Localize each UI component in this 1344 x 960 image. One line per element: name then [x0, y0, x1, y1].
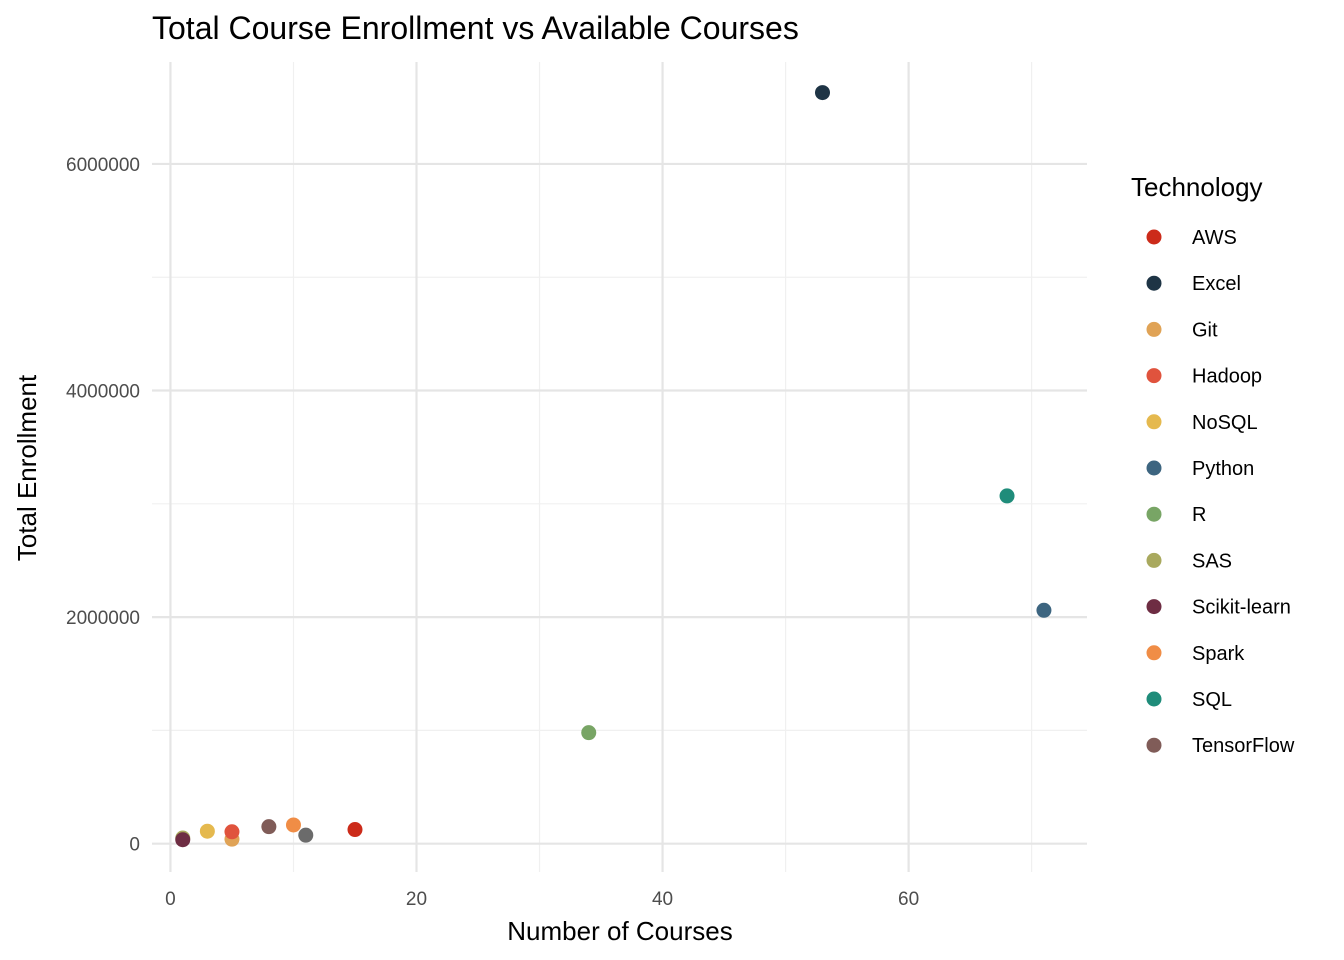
- x-axis-ticks: 0 20 40 60: [165, 889, 919, 910]
- legend-key-sql: [1146, 691, 1162, 707]
- x-tick-label: 60: [898, 889, 919, 910]
- data-point-scikit-learn: [175, 832, 191, 848]
- legend-key-hadoop: [1146, 368, 1162, 384]
- legend-label-scikit-learn: Scikit-learn: [1192, 597, 1291, 619]
- legend-key-r: [1146, 506, 1162, 522]
- y-tick-label: 6000000: [66, 155, 140, 176]
- data-point-hadoop: [224, 824, 240, 840]
- legend-key-python: [1146, 460, 1162, 476]
- x-tick-label: 0: [165, 889, 176, 910]
- legend-label-git: Git: [1192, 319, 1218, 341]
- legend-label-tensorflow: TensorFlow: [1192, 735, 1295, 757]
- legend-label-sas: SAS: [1192, 550, 1232, 572]
- y-tick-label: 2000000: [66, 608, 140, 629]
- legend-label-python: Python: [1192, 458, 1254, 480]
- legend-key-sas: [1146, 552, 1162, 568]
- data-point-python: [1036, 602, 1052, 618]
- grid-lines: [152, 62, 1087, 872]
- x-tick-label: 40: [652, 889, 673, 910]
- y-tick-label: 4000000: [66, 382, 140, 403]
- plot-panel: [152, 62, 1087, 872]
- legend-label-sql: SQL: [1192, 689, 1232, 711]
- chart-title: Total Course Enrollment vs Available Cou…: [152, 10, 799, 46]
- legend-label-nosql: NoSQL: [1192, 412, 1258, 434]
- data-point-nosql: [199, 823, 215, 839]
- legend-title: Technology: [1131, 172, 1263, 202]
- legend-key-nosql: [1146, 414, 1162, 430]
- y-tick-label: 0: [129, 835, 140, 856]
- legend-label-r: R: [1192, 504, 1206, 526]
- data-point-spark: [285, 817, 301, 833]
- x-tick-label: 20: [406, 889, 427, 910]
- data-point-sql: [999, 488, 1015, 504]
- legend-label-spark: Spark: [1192, 643, 1245, 665]
- data-points: [175, 85, 1052, 848]
- legend-key-aws: [1146, 229, 1162, 245]
- y-axis-ticks: 0 2000000 4000000 6000000: [66, 155, 140, 856]
- legend-label-excel: Excel: [1192, 273, 1241, 295]
- x-axis-title: Number of Courses: [507, 916, 732, 946]
- data-point: [298, 827, 314, 843]
- legend: Technology AWS Excel Git Hadoop NoSQL Python R…: [1131, 172, 1295, 757]
- y-axis-title: Total Enrollment: [12, 374, 42, 561]
- legend-key-spark: [1146, 645, 1162, 661]
- data-point-r: [581, 725, 597, 741]
- legend-key-tensorflow: [1146, 737, 1162, 753]
- data-point-aws: [347, 822, 363, 838]
- data-point-tensorflow: [261, 819, 277, 835]
- legend-key-scikit-learn: [1146, 599, 1162, 615]
- legend-label-aws: AWS: [1192, 227, 1237, 249]
- legend-key-git: [1146, 321, 1162, 337]
- data-point-excel: [814, 85, 830, 101]
- legend-key-excel: [1146, 275, 1162, 291]
- legend-label-hadoop: Hadoop: [1192, 366, 1262, 388]
